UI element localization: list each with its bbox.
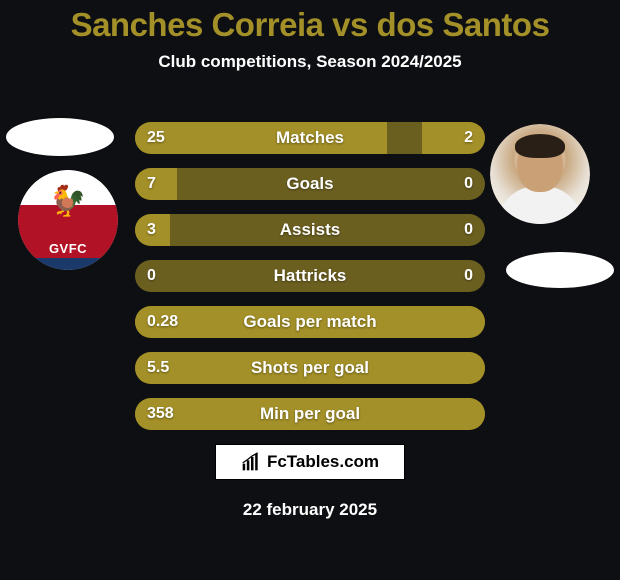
stat-value-left: 0 [147, 267, 156, 285]
stat-row: 358 Min per goal [135, 398, 485, 430]
brand-box: FcTables.com [215, 444, 405, 480]
brand-text: FcTables.com [267, 452, 379, 472]
stats-area: 25 2 Matches 7 0 Goals 3 0 Assists 0 0 Hattricks 0.2… [0, 122, 620, 430]
stat-label: Goals per match [243, 312, 376, 332]
page-title: Sanches Correia vs dos Santos [0, 0, 620, 44]
stat-row: 0.28 Goals per match [135, 306, 485, 338]
page-subtitle: Club competitions, Season 2024/2025 [0, 52, 620, 72]
stat-row: 0 0 Hattricks [135, 260, 485, 292]
stat-value-left: 0.28 [147, 313, 178, 331]
stat-value-right: 0 [464, 221, 473, 239]
stat-row: 5.5 Shots per goal [135, 352, 485, 384]
stat-label: Hattricks [274, 266, 347, 286]
stat-value-right: 0 [464, 175, 473, 193]
stat-label: Assists [280, 220, 340, 240]
stat-value-left: 25 [147, 129, 165, 147]
stat-value-right: 2 [464, 129, 473, 147]
stat-value-left: 7 [147, 175, 156, 193]
stat-label: Matches [276, 128, 344, 148]
stat-fill-left [135, 122, 387, 154]
stat-label: Shots per goal [251, 358, 369, 378]
stat-label: Goals [286, 174, 333, 194]
stat-label: Min per goal [260, 404, 360, 424]
stat-value-left: 358 [147, 405, 174, 423]
stat-fill-right [422, 122, 485, 154]
stat-row: 25 2 Matches [135, 122, 485, 154]
stat-value-left: 5.5 [147, 359, 169, 377]
stat-row: 3 0 Assists [135, 214, 485, 246]
brand-bar-icon [241, 452, 261, 472]
stat-fill-left [135, 168, 177, 200]
stat-value-left: 3 [147, 221, 156, 239]
stat-value-right: 0 [464, 267, 473, 285]
stat-row: 7 0 Goals [135, 168, 485, 200]
footer-date: 22 february 2025 [0, 500, 620, 520]
